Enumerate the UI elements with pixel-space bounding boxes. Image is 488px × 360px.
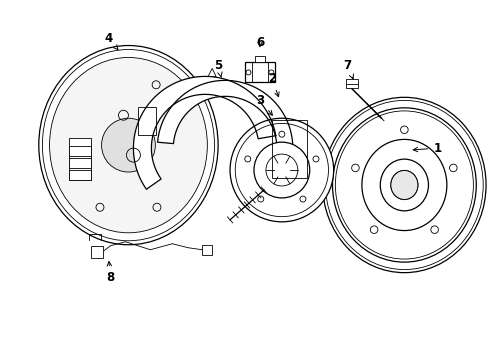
FancyBboxPatch shape (202, 245, 212, 255)
Text: 2: 2 (267, 72, 279, 97)
FancyBboxPatch shape (254, 57, 264, 62)
Text: 3: 3 (255, 94, 272, 115)
FancyBboxPatch shape (138, 107, 156, 135)
Ellipse shape (49, 58, 207, 233)
FancyBboxPatch shape (244, 62, 274, 82)
Polygon shape (133, 76, 275, 189)
Polygon shape (208, 68, 216, 76)
Ellipse shape (102, 118, 155, 172)
FancyBboxPatch shape (68, 158, 90, 168)
Text: 7: 7 (343, 59, 353, 79)
Text: 6: 6 (255, 36, 264, 49)
Text: 8: 8 (106, 262, 114, 284)
FancyBboxPatch shape (68, 138, 90, 180)
Text: 4: 4 (104, 32, 118, 50)
FancyBboxPatch shape (68, 170, 90, 180)
Ellipse shape (39, 45, 218, 245)
Ellipse shape (390, 171, 417, 199)
FancyBboxPatch shape (68, 146, 90, 156)
Polygon shape (157, 80, 292, 171)
Ellipse shape (229, 118, 333, 222)
FancyBboxPatch shape (345, 80, 357, 88)
Text: 5: 5 (214, 59, 222, 77)
Ellipse shape (253, 142, 309, 198)
FancyBboxPatch shape (90, 246, 102, 258)
Text: 1: 1 (412, 141, 440, 155)
